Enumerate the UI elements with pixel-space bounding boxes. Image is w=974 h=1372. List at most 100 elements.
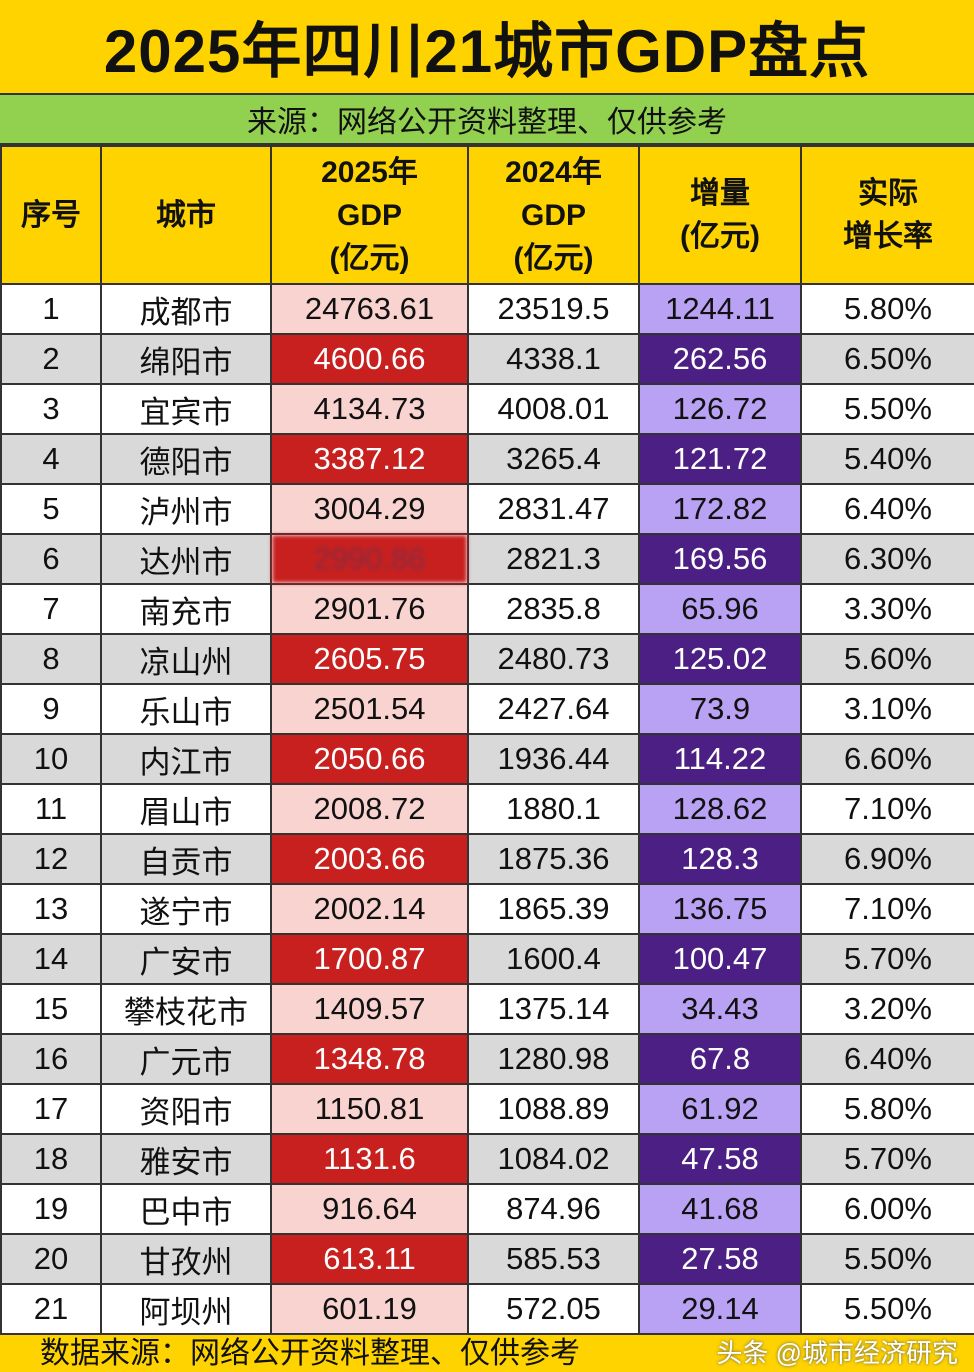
table-cell: 6.50% (800, 333, 974, 385)
table-cell: 2003.66 (270, 833, 469, 885)
table-cell: 585.53 (467, 1233, 640, 1285)
table-cell: 乐山市 (100, 683, 272, 735)
table-cell: 12 (0, 833, 102, 885)
column-header: 增量 (亿元) (638, 145, 802, 285)
table-cell: 6 (0, 533, 102, 585)
table-cell: 泸州市 (100, 483, 272, 535)
column-header: 2024年 GDP (亿元) (467, 145, 640, 285)
table-cell: 阿坝州 (100, 1283, 272, 1335)
table-row: 12 自贡市 2003.66 1875.36 128.3 6.90% (0, 833, 974, 885)
table-row: 8 凉山州 2605.75 2480.73 125.02 5.60% (0, 633, 974, 685)
table-cell: 1865.39 (467, 883, 640, 935)
column-header: 城市 (100, 145, 272, 285)
table-cell: 73.9 (638, 683, 802, 735)
table-cell: 23519.5 (467, 283, 640, 335)
table-cell: 5.60% (800, 633, 974, 685)
table-cell: 100.47 (638, 933, 802, 985)
table-cell: 65.96 (638, 583, 802, 635)
column-header: 序号 (0, 145, 102, 285)
table-cell: 41.68 (638, 1183, 802, 1235)
table-cell: 262.56 (638, 333, 802, 385)
table-cell: 3.30% (800, 583, 974, 635)
table-cell: 1880.1 (467, 783, 640, 835)
table-cell: 眉山市 (100, 783, 272, 835)
table-cell: 121.72 (638, 433, 802, 485)
table-row: 7 南充市 2901.76 2835.8 65.96 3.30% (0, 583, 974, 635)
table-cell: 18 (0, 1133, 102, 1185)
table-cell: 达州市 (100, 533, 272, 585)
table-cell: 16 (0, 1033, 102, 1085)
table-row: 20 甘孜州 613.11 585.53 27.58 5.50% (0, 1233, 974, 1285)
table-cell: 114.22 (638, 733, 802, 785)
table-row: 10 内江市 2050.66 1936.44 114.22 6.60% (0, 733, 974, 785)
table-cell: 1131.6 (270, 1133, 469, 1185)
table-row: 9 乐山市 2501.54 2427.64 73.9 3.10% (0, 683, 974, 735)
table-cell: 3387.12 (270, 433, 469, 485)
table-cell: 2008.72 (270, 783, 469, 835)
table-cell: 2501.54 (270, 683, 469, 735)
table-cell: 攀枝花市 (100, 983, 272, 1035)
table-cell: 2050.66 (270, 733, 469, 785)
footer-text: 数据来源：网络公开资料整理、仅供参考 (40, 1337, 580, 1370)
table-cell: 5 (0, 483, 102, 535)
table-cell: 2831.47 (467, 483, 640, 535)
header-row: 序号 城市 2025年 GDP (亿元) 2024年 GDP (亿元) 增量 (亿元) 实际 增长率 (0, 145, 974, 285)
watermark: 头条 @城市经济研究 (716, 1338, 958, 1368)
gdp-table: 序号 城市 2025年 GDP (亿元) 2024年 GDP (亿元) 增量 (亿元) 实际 增长率 … (0, 145, 974, 1335)
table-row: 5 泸州市 3004.29 2831.47 172.82 6.40% (0, 483, 974, 535)
table-cell: 601.19 (270, 1283, 469, 1335)
table-cell: 宜宾市 (100, 383, 272, 435)
table-cell: 4134.73 (270, 383, 469, 435)
table-cell: 7.10% (800, 783, 974, 835)
table-cell: 7 (0, 583, 102, 635)
table-cell: 6.90% (800, 833, 974, 885)
table-cell: 2990.86 (270, 533, 469, 585)
table-cell: 3.20% (800, 983, 974, 1035)
table-row: 2 绵阳市 4600.66 4338.1 262.56 6.50% (0, 333, 974, 385)
table-cell: 5.50% (800, 383, 974, 435)
table-cell: 172.82 (638, 483, 802, 535)
table-cell: 136.75 (638, 883, 802, 935)
table-cell: 6.30% (800, 533, 974, 585)
table-cell: 1409.57 (270, 983, 469, 1035)
table-cell: 资阳市 (100, 1083, 272, 1135)
table-cell: 2821.3 (467, 533, 640, 585)
table-cell: 广安市 (100, 933, 272, 985)
table-cell: 61.92 (638, 1083, 802, 1135)
table-cell: 169.56 (638, 533, 802, 585)
table-cell: 11 (0, 783, 102, 835)
table-cell: 南充市 (100, 583, 272, 635)
table-row: 16 广元市 1348.78 1280.98 67.8 6.40% (0, 1033, 974, 1085)
table-row: 21 阿坝州 601.19 572.05 29.14 5.50% (0, 1283, 974, 1335)
table-row: 6 达州市 2990.86 2821.3 169.56 6.30% (0, 533, 974, 585)
table-cell: 2605.75 (270, 633, 469, 685)
footer: 数据来源：网络公开资料整理、仅供参考 头条 @城市经济研究 (0, 1335, 974, 1372)
table-row: 1 成都市 24763.61 23519.5 1244.11 5.80% (0, 283, 974, 335)
table-cell: 6.40% (800, 1033, 974, 1085)
table-cell: 1600.4 (467, 933, 640, 985)
table-cell: 1375.14 (467, 983, 640, 1035)
table-cell: 13 (0, 883, 102, 935)
table-cell: 巴中市 (100, 1183, 272, 1235)
table-cell: 5.80% (800, 1083, 974, 1135)
table-row: 17 资阳市 1150.81 1088.89 61.92 5.80% (0, 1083, 974, 1135)
table-cell: 3 (0, 383, 102, 435)
table-cell: 内江市 (100, 733, 272, 785)
table-cell: 5.70% (800, 1133, 974, 1185)
table-row: 14 广安市 1700.87 1600.4 100.47 5.70% (0, 933, 974, 985)
table-cell: 凉山州 (100, 633, 272, 685)
table-cell: 19 (0, 1183, 102, 1235)
column-header: 2025年 GDP (亿元) (270, 145, 469, 285)
table-cell: 15 (0, 983, 102, 1035)
table-cell: 3.10% (800, 683, 974, 735)
table-cell: 10 (0, 733, 102, 785)
table-row: 4 德阳市 3387.12 3265.4 121.72 5.40% (0, 433, 974, 485)
table-cell: 1875.36 (467, 833, 640, 885)
table-cell: 雅安市 (100, 1133, 272, 1185)
table-row: 19 巴中市 916.64 874.96 41.68 6.00% (0, 1183, 974, 1235)
table-cell: 29.14 (638, 1283, 802, 1335)
table-cell: 1700.87 (270, 933, 469, 985)
table-cell: 24763.61 (270, 283, 469, 335)
table-cell: 5.40% (800, 433, 974, 485)
table-cell: 20 (0, 1233, 102, 1285)
